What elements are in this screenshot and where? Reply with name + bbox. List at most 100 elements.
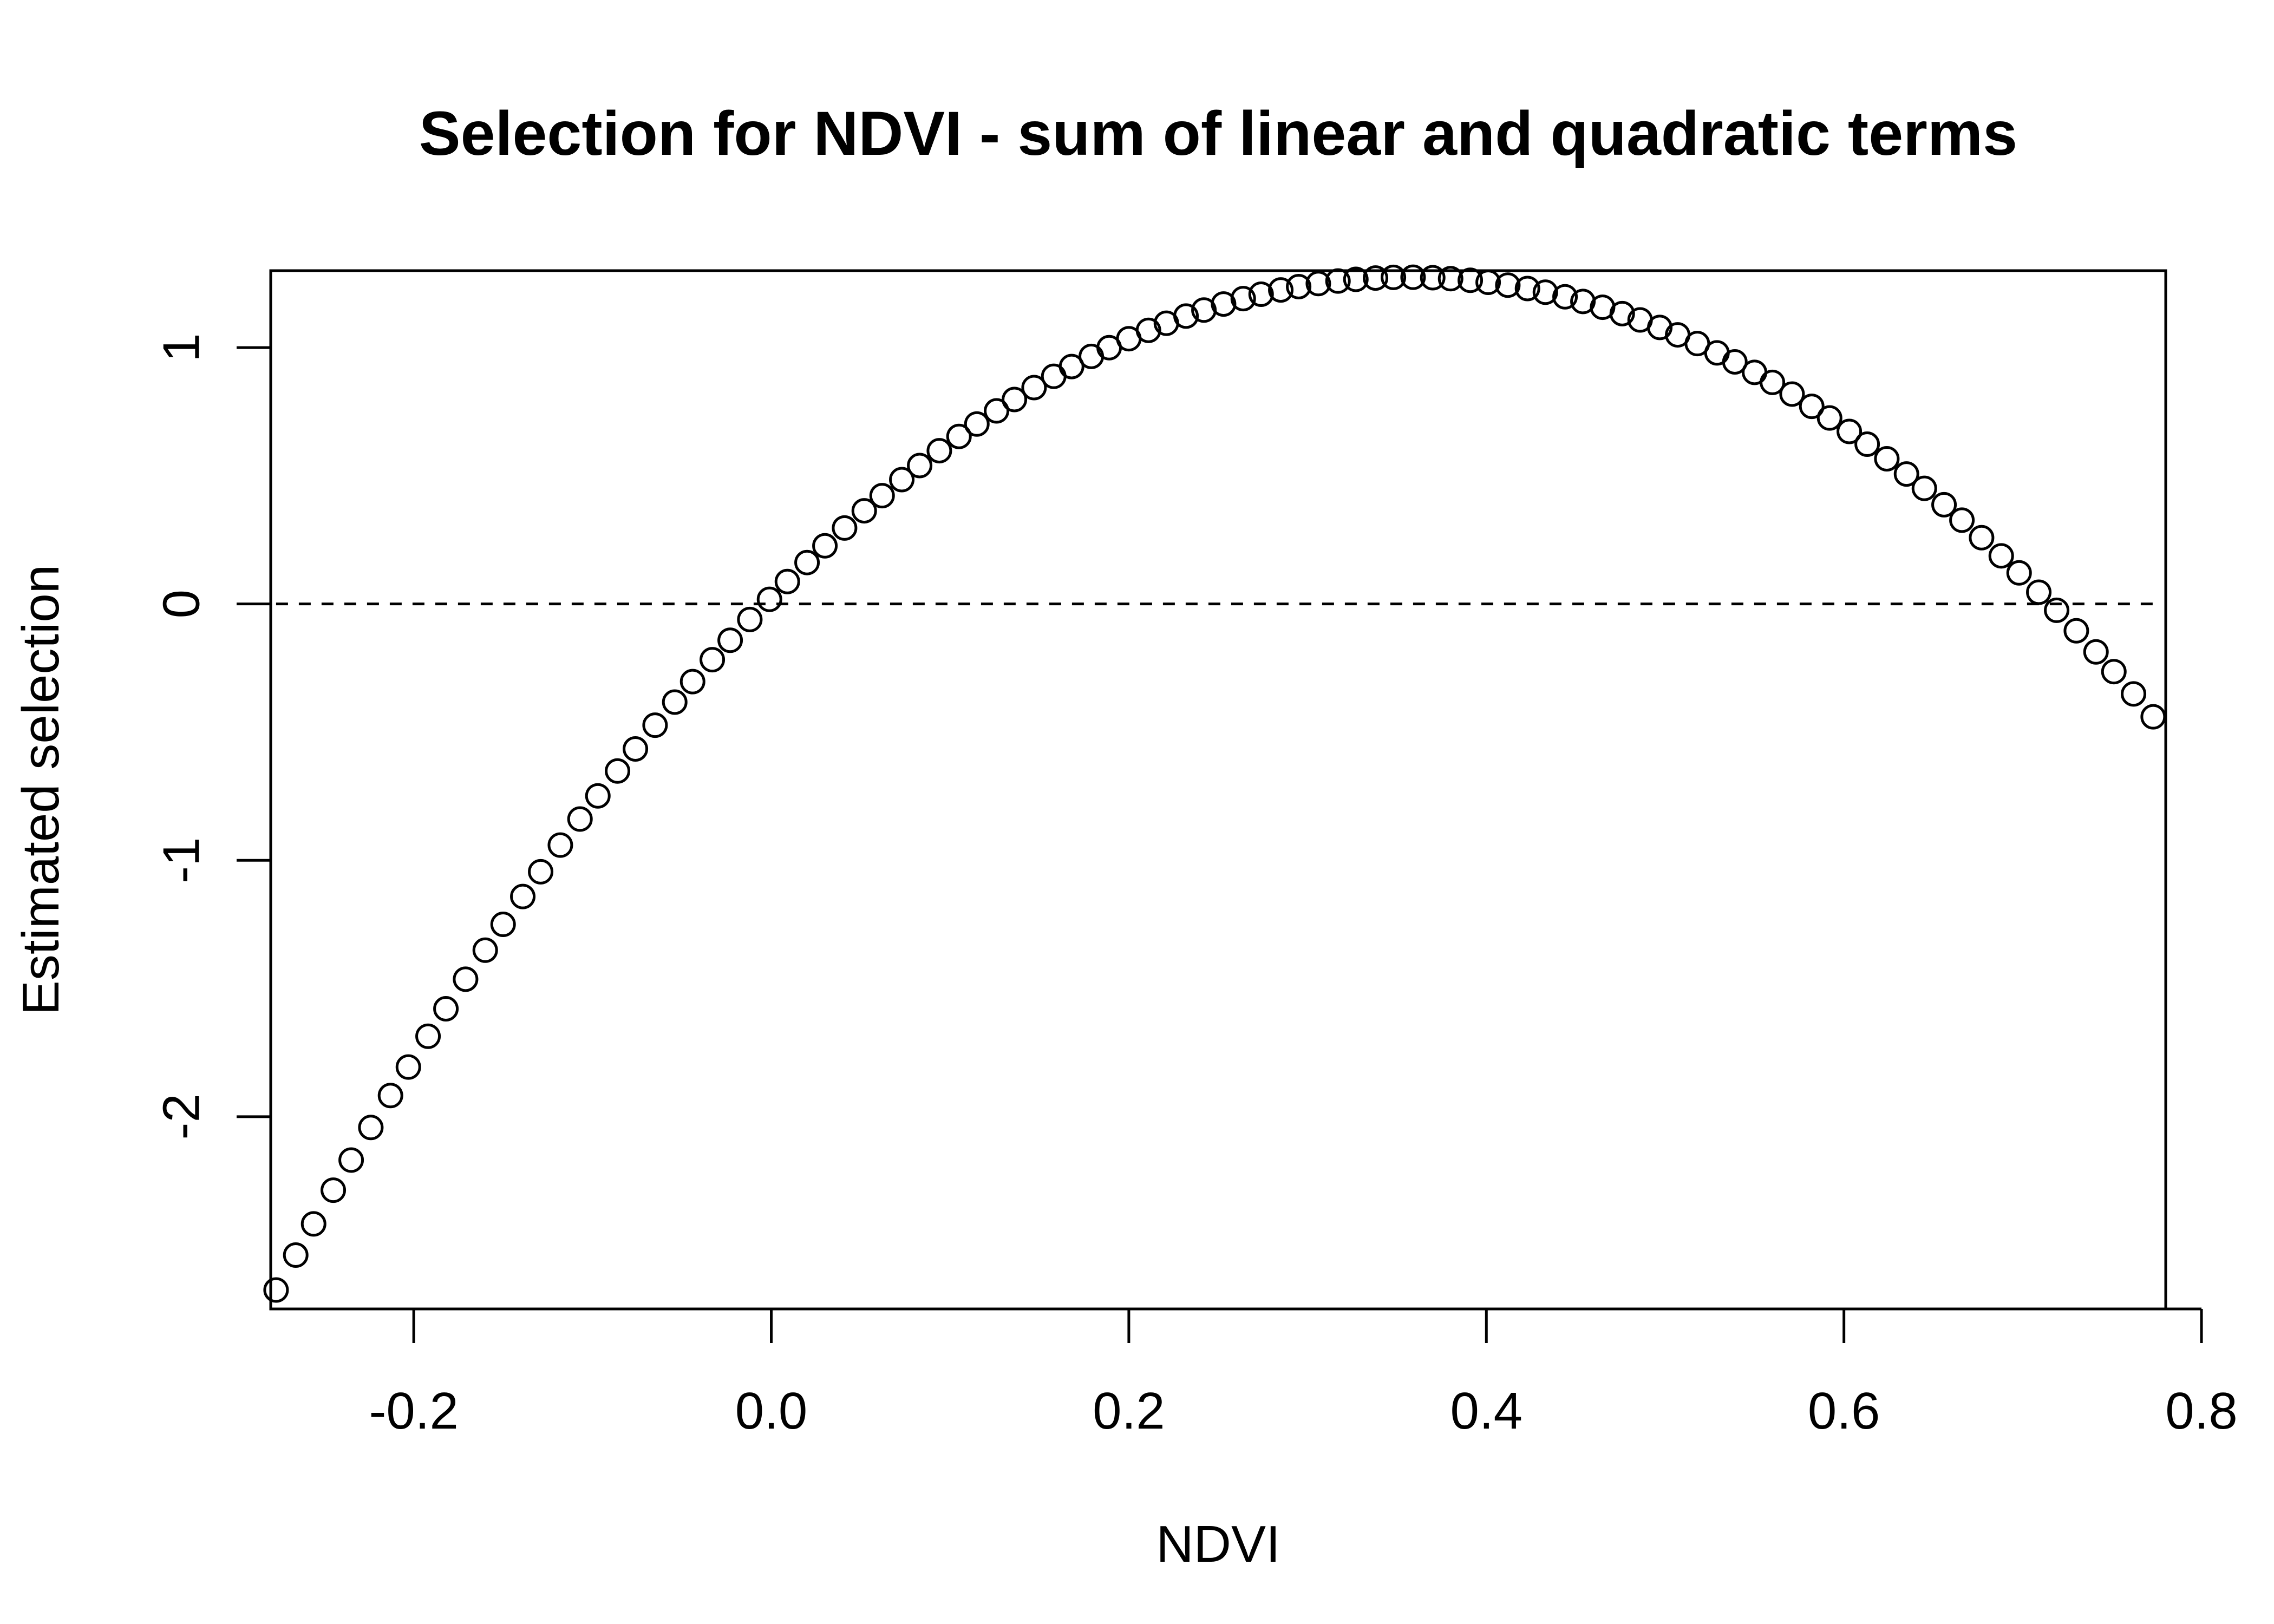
data-point [490, 912, 516, 938]
data-point [605, 758, 631, 784]
data-point [338, 1147, 364, 1173]
y-tick-label: 0 [152, 590, 210, 618]
data-point [1609, 300, 1635, 326]
data-point [679, 669, 705, 695]
x-axis: -0.2 0.0 0.2 0.4 0.6 0.8 [369, 1307, 2238, 1440]
data-point [1002, 387, 1028, 412]
data-point [1420, 265, 1446, 291]
data-point [812, 533, 838, 559]
data-point [453, 966, 479, 992]
data-point [1021, 375, 1047, 401]
x-axis-label: NDVI [1156, 1515, 1280, 1573]
data-point [585, 783, 611, 809]
data-point [1893, 461, 1919, 487]
data-point [472, 937, 498, 963]
data-point [1532, 279, 1558, 305]
x-tick-label: 0.0 [735, 1382, 807, 1440]
data-point [907, 453, 933, 479]
data-point [433, 996, 459, 1022]
data-point [1931, 492, 1957, 518]
data-point [1704, 340, 1730, 366]
data-point [528, 859, 554, 885]
data-point [1911, 475, 1937, 501]
data-point [1495, 272, 1521, 298]
data-point [1437, 266, 1463, 292]
data-point [642, 712, 668, 738]
data-point [2006, 560, 2032, 586]
data-point [737, 606, 763, 632]
data-point [1799, 394, 1825, 420]
data-point [1988, 543, 2014, 569]
data-point [415, 1023, 441, 1049]
data-point [889, 467, 915, 493]
data-point [869, 483, 895, 509]
data-point [1722, 349, 1748, 375]
data-point [623, 736, 649, 762]
x-tick-label: 0.6 [1808, 1382, 1880, 1440]
data-point [1173, 303, 1199, 329]
data-point [547, 832, 573, 858]
x-tick-label: 0.8 [2165, 1382, 2237, 1440]
data-point [321, 1177, 347, 1203]
x-tick-label: -0.2 [369, 1382, 458, 1440]
data-point [1969, 525, 1995, 551]
data-point [263, 1277, 289, 1303]
data-point [832, 515, 858, 541]
y-axis: -2 -1 0 1 [152, 333, 272, 1140]
data-point [1779, 381, 1805, 407]
y-tick-label: -1 [152, 837, 210, 883]
data-point [1514, 276, 1540, 302]
data-point [794, 549, 820, 575]
chart-title: Selection for NDVI - sum of linear and q… [419, 99, 2017, 168]
data-point [964, 411, 990, 437]
data-point [1874, 446, 1900, 472]
data-point [358, 1115, 384, 1141]
data-point [1816, 405, 1842, 431]
data-point [1058, 353, 1084, 379]
y-axis-label: Estimated selection [12, 565, 70, 1015]
data-point [1079, 343, 1105, 369]
data-point [1400, 264, 1426, 290]
x-tick-label: 0.4 [1450, 1382, 1522, 1440]
data-point [1363, 265, 1389, 291]
data-point [395, 1054, 421, 1080]
data-point [567, 806, 593, 832]
data-point [662, 689, 688, 715]
data-point [851, 498, 877, 524]
data-point [2026, 579, 2052, 605]
data-point [1211, 291, 1237, 317]
data-point [1268, 277, 1294, 303]
data-point [1286, 273, 1312, 299]
data-point [283, 1242, 309, 1268]
data-point [984, 398, 1010, 424]
data-point [2063, 618, 2089, 644]
data-point [1458, 267, 1484, 293]
data-point [1325, 268, 1351, 294]
data-points [263, 264, 2166, 1303]
data-point [946, 423, 972, 449]
data-point [2101, 659, 2127, 685]
plot-frame [269, 269, 2167, 1311]
data-point [1248, 281, 1274, 307]
data-point [510, 883, 536, 909]
data-point [1475, 270, 1501, 296]
data-point [2121, 681, 2147, 707]
data-point [300, 1211, 326, 1237]
data-point [2083, 639, 2109, 665]
y-tick-label: -2 [152, 1093, 210, 1140]
data-point [1854, 431, 1880, 457]
data-point [700, 647, 726, 673]
data-point [1837, 418, 1863, 444]
data-point [774, 568, 800, 594]
data-point [1381, 264, 1407, 290]
data-point [1552, 284, 1578, 310]
data-point [1135, 317, 1161, 343]
data-point [1230, 286, 1256, 312]
y-tick-label: 1 [152, 333, 210, 362]
data-point [377, 1083, 403, 1109]
data-point [1949, 507, 1975, 533]
data-point [2044, 597, 2070, 623]
data-point [1343, 266, 1369, 292]
data-point [2140, 704, 2166, 730]
